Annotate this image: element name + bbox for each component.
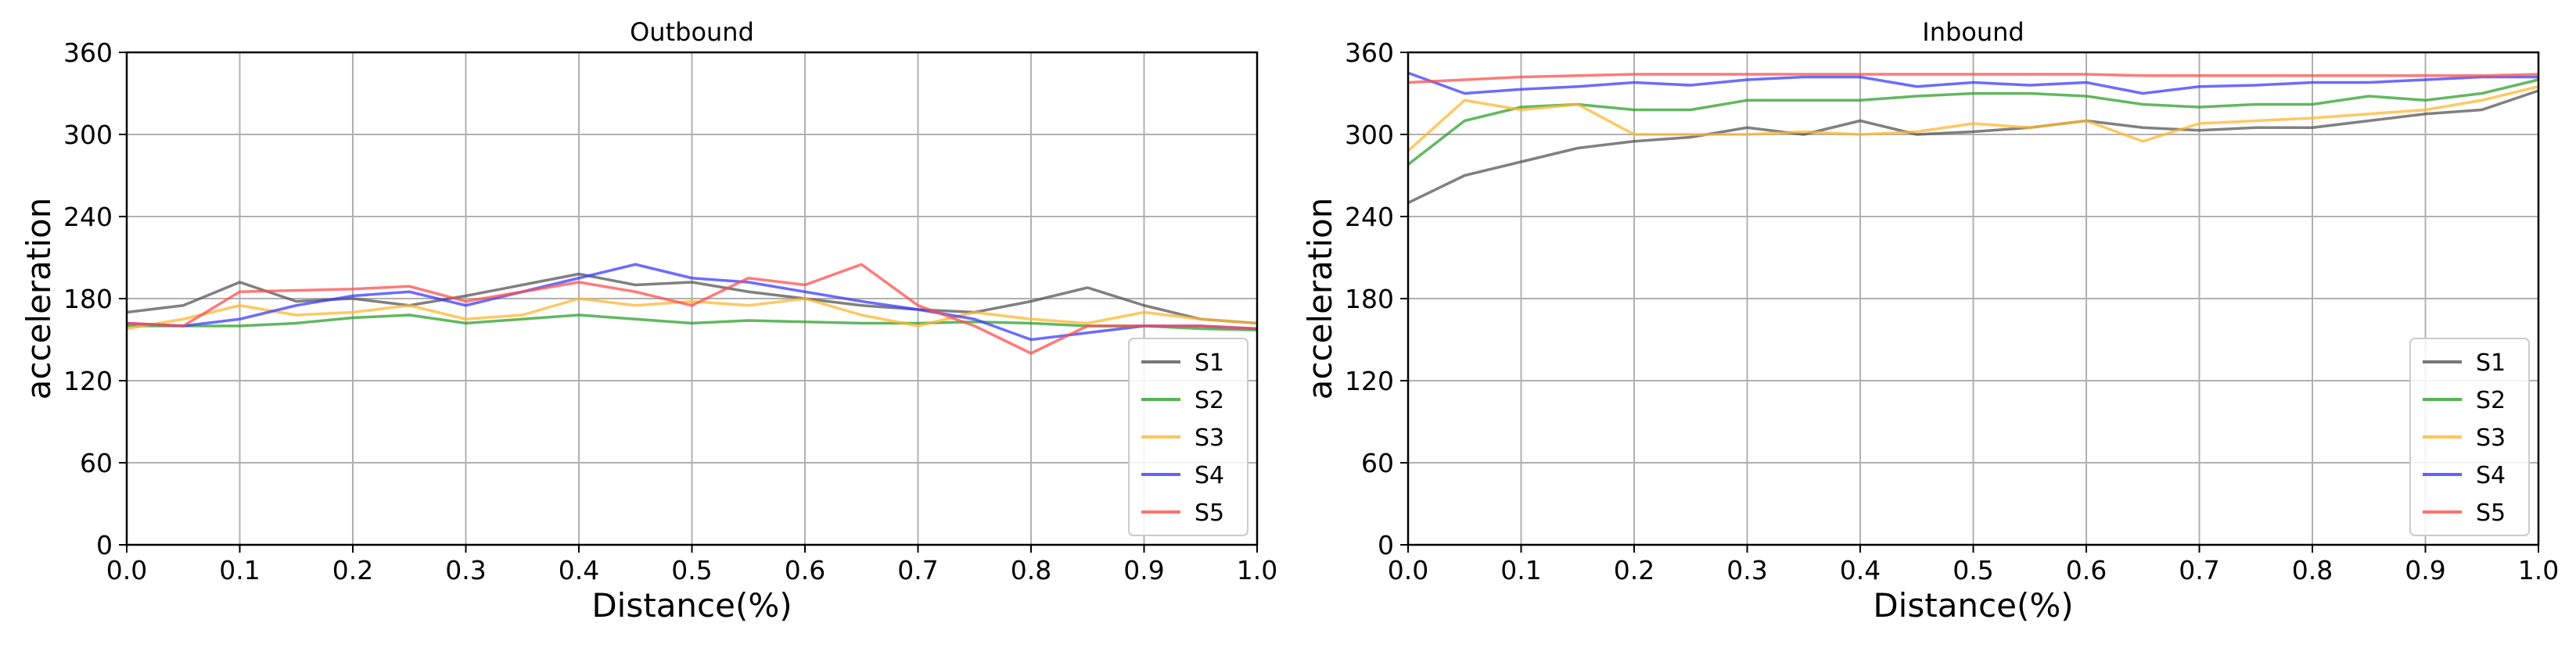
- legend-box: [2409, 338, 2530, 536]
- series-lines: [126, 263, 1258, 355]
- y-tick-label: 180: [1345, 284, 1394, 314]
- series-line-s4: [1407, 71, 2538, 95]
- legend-label-s4: S4: [2476, 462, 2506, 489]
- legend-label-s1: S1: [1195, 349, 1224, 377]
- y-tick-label: 240: [1345, 202, 1394, 232]
- x-tick-label: 0.6: [785, 555, 825, 585]
- x-axis-label: Distance(%): [1873, 586, 2073, 625]
- x-tick-label: 1.0: [2518, 555, 2559, 585]
- legend-box: [1128, 338, 1248, 536]
- legend-label-s3: S3: [2476, 424, 2506, 452]
- y-tick-label: 360: [1345, 38, 1394, 68]
- series-lines: [1407, 71, 2539, 205]
- y-tick-label: 120: [63, 366, 113, 396]
- x-tick-label: 0.4: [1840, 555, 1881, 585]
- series-line-s2: [1407, 78, 2539, 166]
- series-line-s1: [126, 272, 1258, 325]
- series-line-s5: [126, 263, 1258, 355]
- legend-label-s2: S2: [1195, 387, 1224, 414]
- x-tick-label: 0.4: [559, 555, 599, 585]
- series-line-s3: [1407, 85, 2539, 152]
- legend-label-s3: S3: [1195, 424, 1224, 452]
- y-axis-label: acceleration: [20, 198, 58, 400]
- x-tick-label: 0.0: [1388, 555, 1428, 585]
- x-tick-label: 0.1: [219, 555, 260, 585]
- legend-label-s1: S1: [2476, 349, 2506, 377]
- chart-title: Outbound: [630, 17, 754, 47]
- y-tick-label: 0: [1378, 530, 1394, 560]
- x-tick-label: 0.8: [2292, 555, 2333, 585]
- outbound-chart: 0.0 0.1 0.2 0.3 0.4 0.5 0.6 0.7 0.8 0.9 1.0 0 60 120 1…: [20, 17, 1277, 625]
- x-tick-label: 0.5: [671, 555, 712, 585]
- legend: S1 S2 S3 S4 S5: [2409, 338, 2530, 536]
- x-tick-label: 0.2: [1614, 555, 1654, 585]
- x-tick-label: 0.7: [897, 555, 938, 585]
- y-axis-label: acceleration: [1301, 198, 1339, 400]
- x-tick-label: 0.8: [1011, 555, 1051, 585]
- y-tick-label: 360: [63, 38, 113, 68]
- chart-title: Inbound: [1922, 17, 2024, 47]
- y-tick-label: 0: [96, 530, 113, 560]
- x-tick-label: 0.5: [1953, 555, 1993, 585]
- inbound-chart: 0.0 0.1 0.2 0.3 0.4 0.5 0.6 0.7 0.8 0.9 1.0 0 60 120 1…: [1301, 17, 2559, 625]
- legend: S1 S2 S3 S4 S5: [1128, 338, 1248, 536]
- legend-label-s5: S5: [1195, 499, 1224, 527]
- y-tick-label: 300: [1345, 120, 1394, 150]
- legend-label-s4: S4: [1195, 462, 1224, 489]
- legend-label-s2: S2: [2476, 387, 2506, 414]
- x-tick-label: 1.0: [1237, 555, 1277, 585]
- x-tick-label: 0.3: [445, 555, 486, 585]
- y-tick-label: 60: [1361, 448, 1394, 478]
- grid: [126, 52, 1258, 546]
- x-tick-label: 0.0: [106, 555, 147, 585]
- x-tick-label: 0.6: [2066, 555, 2107, 585]
- y-tick-label: 180: [63, 284, 113, 314]
- series-line-s2: [127, 313, 1258, 331]
- legend-label-s5: S5: [2476, 499, 2506, 527]
- x-tick-label: 0.9: [2405, 555, 2445, 585]
- x-axis-label: Distance(%): [591, 586, 792, 625]
- grid: [1407, 52, 2539, 546]
- x-tick-label: 0.1: [1500, 555, 1541, 585]
- x-tick-label: 0.7: [2179, 555, 2219, 585]
- x-tick-label: 0.9: [1123, 555, 1164, 585]
- series-line-s3: [126, 297, 1258, 331]
- x-tick-label: 0.3: [1726, 555, 1767, 585]
- series-line-s5: [1407, 73, 2539, 84]
- y-tick-label: 60: [80, 448, 113, 478]
- series-line-s1: [1407, 89, 2539, 205]
- y-tick-label: 300: [63, 120, 113, 150]
- y-tick-label: 240: [63, 202, 113, 232]
- y-tick-label: 120: [1345, 366, 1394, 396]
- x-tick-label: 0.2: [332, 555, 373, 585]
